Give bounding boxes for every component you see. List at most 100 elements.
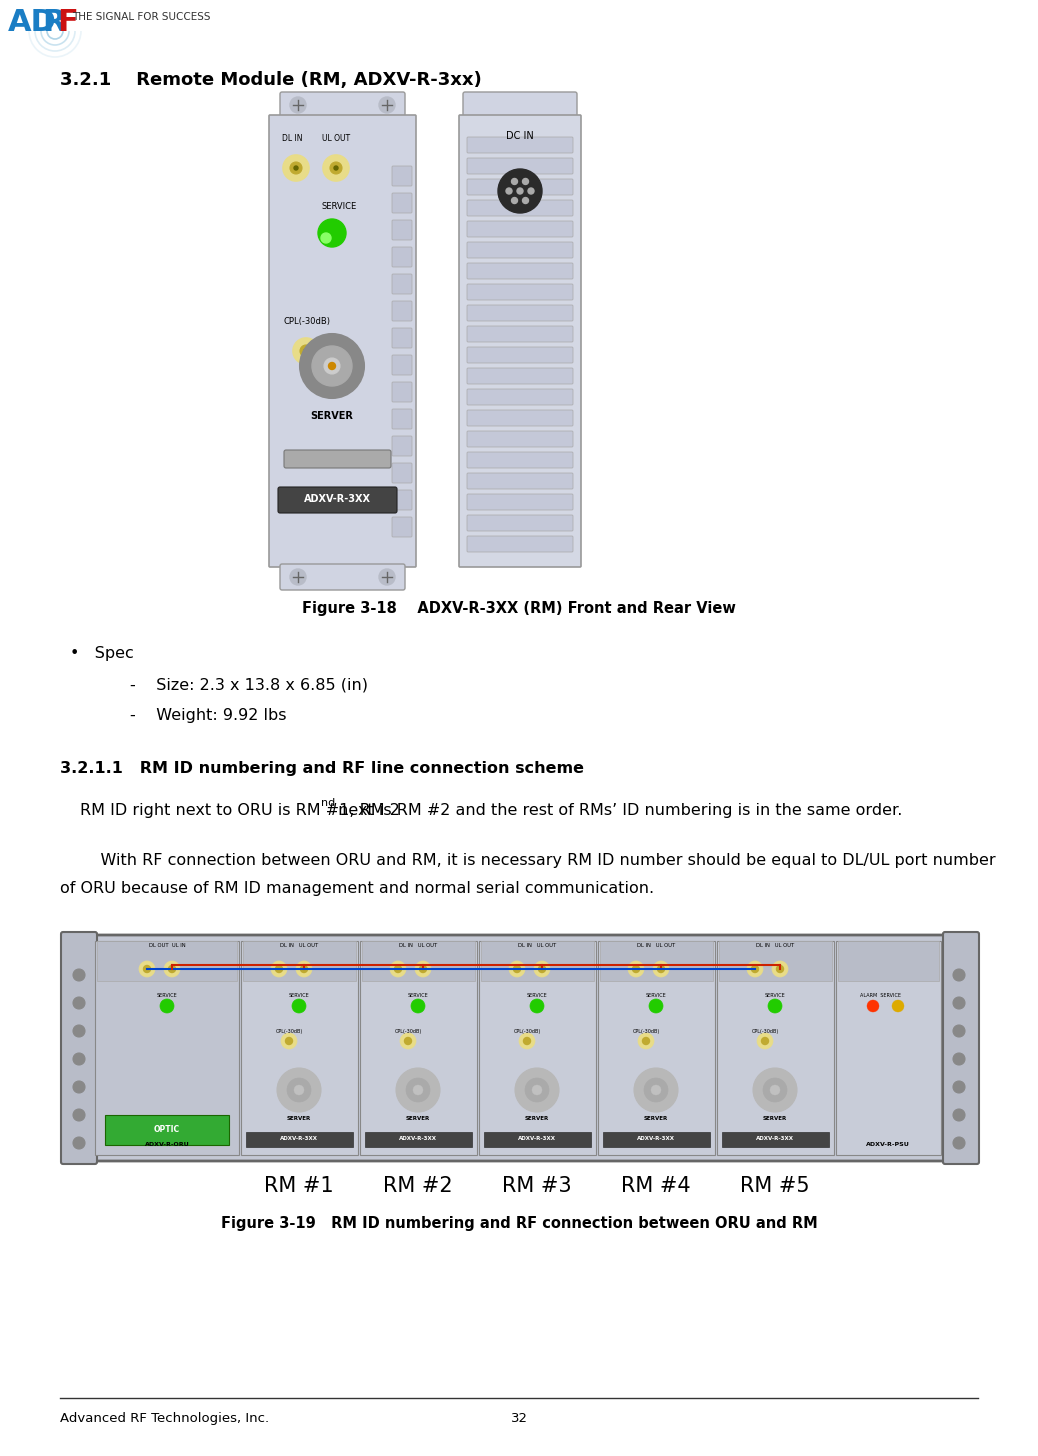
FancyBboxPatch shape [392, 220, 412, 240]
Bar [481, 941, 594, 981]
Circle shape [519, 1032, 535, 1048]
FancyBboxPatch shape [61, 932, 97, 1163]
FancyBboxPatch shape [467, 264, 573, 280]
Circle shape [300, 333, 364, 397]
FancyBboxPatch shape [467, 411, 573, 427]
Text: ADXV-R-3XX: ADXV-R-3XX [399, 1137, 437, 1142]
Circle shape [953, 1109, 965, 1121]
Circle shape [752, 965, 759, 973]
Text: 32: 32 [511, 1412, 527, 1425]
Circle shape [405, 1038, 411, 1044]
Bar [484, 1131, 591, 1147]
Bar [722, 1131, 829, 1147]
Text: SERVICE: SERVICE [526, 993, 547, 997]
Circle shape [867, 1000, 879, 1012]
Circle shape [379, 569, 395, 585]
Circle shape [294, 1085, 304, 1095]
FancyBboxPatch shape [467, 473, 573, 489]
Circle shape [892, 1000, 904, 1012]
Text: SERVICE: SERVICE [765, 993, 786, 997]
Bar [360, 941, 477, 1155]
Circle shape [290, 98, 306, 114]
Circle shape [390, 961, 406, 977]
Circle shape [747, 961, 763, 977]
Circle shape [275, 965, 282, 973]
Circle shape [143, 965, 151, 973]
FancyBboxPatch shape [467, 389, 573, 405]
Circle shape [318, 218, 346, 248]
Circle shape [953, 970, 965, 981]
Text: DL IN: DL IN [282, 134, 302, 143]
Text: SERVICE: SERVICE [646, 993, 666, 997]
Circle shape [534, 961, 550, 977]
Text: Advanced RF Technologies, Inc.: Advanced RF Technologies, Inc. [60, 1412, 269, 1425]
FancyBboxPatch shape [467, 179, 573, 195]
Text: DL IN   UL OUT: DL IN UL OUT [399, 943, 437, 948]
Circle shape [334, 166, 338, 170]
Circle shape [953, 1137, 965, 1149]
Text: SERVER: SERVER [406, 1115, 430, 1121]
Circle shape [73, 1025, 85, 1037]
Circle shape [160, 999, 174, 1013]
Circle shape [757, 1032, 773, 1048]
Text: RM #2: RM #2 [383, 1176, 453, 1195]
Circle shape [286, 1077, 311, 1102]
Circle shape [506, 188, 512, 194]
Circle shape [539, 965, 546, 973]
Circle shape [770, 1085, 780, 1095]
Circle shape [415, 961, 431, 977]
Text: RM #3: RM #3 [502, 1176, 572, 1195]
Text: 3.2.1.1   RM ID numbering and RF line connection scheme: 3.2.1.1 RM ID numbering and RF line conn… [60, 761, 584, 776]
Text: AD: AD [8, 7, 57, 36]
Circle shape [628, 961, 644, 977]
Circle shape [290, 162, 302, 175]
Text: ADXV-R-PSU: ADXV-R-PSU [866, 1142, 910, 1147]
Circle shape [330, 162, 342, 175]
Text: SERVICE: SERVICE [408, 993, 429, 997]
FancyBboxPatch shape [459, 115, 581, 566]
Bar [719, 941, 832, 981]
Bar [717, 941, 834, 1155]
Text: next is RM #2 and the rest of RMs’ ID numbering is in the same order.: next is RM #2 and the rest of RMs’ ID nu… [333, 804, 903, 818]
FancyBboxPatch shape [392, 194, 412, 213]
Circle shape [397, 1069, 440, 1112]
Circle shape [300, 345, 312, 357]
FancyBboxPatch shape [392, 301, 412, 320]
FancyBboxPatch shape [467, 347, 573, 363]
Text: CPL(-30dB): CPL(-30dB) [394, 1029, 421, 1034]
Circle shape [762, 1038, 768, 1044]
FancyBboxPatch shape [284, 450, 391, 467]
Text: ADXV-R-3XX: ADXV-R-3XX [280, 1137, 318, 1142]
FancyBboxPatch shape [467, 221, 573, 237]
Circle shape [406, 1077, 430, 1102]
FancyBboxPatch shape [467, 137, 573, 153]
Text: R: R [42, 7, 65, 36]
Circle shape [763, 1077, 787, 1102]
FancyBboxPatch shape [467, 242, 573, 258]
FancyBboxPatch shape [467, 284, 573, 300]
Circle shape [271, 961, 286, 977]
Circle shape [509, 961, 525, 977]
FancyBboxPatch shape [467, 494, 573, 510]
Circle shape [283, 154, 309, 181]
Text: DL OUT  UL IN: DL OUT UL IN [148, 943, 186, 948]
Bar [838, 941, 939, 981]
Bar [365, 1131, 472, 1147]
Text: SERVICE: SERVICE [157, 993, 177, 997]
Circle shape [73, 1080, 85, 1093]
Circle shape [139, 961, 155, 977]
FancyBboxPatch shape [467, 536, 573, 552]
Circle shape [296, 961, 312, 977]
Circle shape [772, 961, 788, 977]
Bar [362, 941, 475, 981]
Text: SERVER: SERVER [525, 1115, 549, 1121]
Circle shape [528, 188, 534, 194]
Bar [479, 941, 596, 1155]
Circle shape [164, 961, 180, 977]
FancyBboxPatch shape [392, 435, 412, 456]
FancyBboxPatch shape [392, 409, 412, 430]
Circle shape [638, 1032, 654, 1048]
FancyBboxPatch shape [392, 355, 412, 376]
Circle shape [419, 965, 427, 973]
Text: CPL(-30dB): CPL(-30dB) [284, 317, 331, 326]
